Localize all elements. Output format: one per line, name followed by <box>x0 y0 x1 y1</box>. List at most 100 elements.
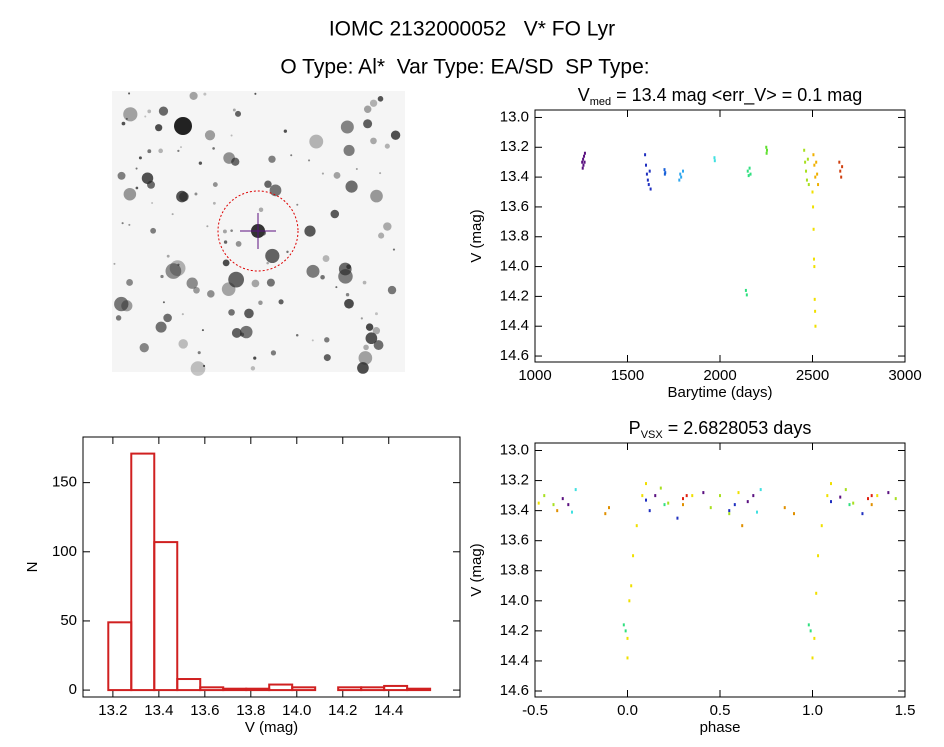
star <box>197 351 201 355</box>
data-point <box>645 498 647 502</box>
y-tick-label: 13.0 <box>500 108 529 125</box>
data-point <box>752 494 755 498</box>
star <box>231 328 242 338</box>
star <box>295 334 299 337</box>
star <box>296 203 299 206</box>
figure-subtitle: O Type: Al* Var Type: EA/SD SP Type: <box>280 56 649 79</box>
x-axis-label: Barytime (days) <box>667 384 772 401</box>
star <box>384 143 390 149</box>
star <box>166 254 170 258</box>
star <box>355 167 358 170</box>
data-point <box>838 160 841 164</box>
star <box>278 299 284 305</box>
x-tick-label: 1.0 <box>802 702 823 719</box>
star <box>212 182 218 187</box>
star <box>390 130 401 140</box>
x-tick-label: 1500 <box>611 367 644 384</box>
star <box>323 354 331 362</box>
data-point <box>867 497 869 501</box>
x-tick-label: 2000 <box>703 367 736 384</box>
data-point <box>604 512 607 516</box>
histogram-bar <box>291 686 317 692</box>
data-point <box>582 163 585 167</box>
star <box>363 344 369 351</box>
star <box>114 296 129 312</box>
y-tick-label: 14.2 <box>500 287 529 304</box>
x-tick-label: 14.0 <box>282 702 311 719</box>
data-point <box>887 491 890 495</box>
data-point <box>682 497 684 501</box>
data-point <box>664 171 667 175</box>
y-tick-label: 50 <box>60 612 77 629</box>
star <box>264 180 272 188</box>
star <box>212 147 215 150</box>
data-point <box>647 183 650 187</box>
data-point <box>691 494 694 498</box>
data-point <box>844 488 847 492</box>
histogram-bar <box>222 687 248 692</box>
star <box>250 366 256 371</box>
star <box>190 361 206 376</box>
star <box>228 309 235 316</box>
data-point <box>679 172 682 176</box>
data-point <box>663 503 666 507</box>
star <box>178 339 188 349</box>
data-point <box>745 293 748 297</box>
data-point <box>870 503 873 507</box>
star <box>212 201 216 205</box>
data-point <box>649 187 652 191</box>
data-point <box>826 494 829 498</box>
star <box>360 317 363 320</box>
data-point <box>803 148 806 152</box>
data-point <box>813 265 816 269</box>
star <box>123 107 138 122</box>
data-point <box>644 153 647 157</box>
star <box>377 96 384 102</box>
data-point <box>749 172 752 176</box>
star <box>123 187 137 201</box>
star <box>330 209 340 219</box>
plot-frame <box>534 109 906 363</box>
histogram-bar <box>107 621 133 692</box>
star <box>369 99 378 107</box>
star <box>121 121 126 126</box>
data-point <box>870 494 873 498</box>
data-point <box>737 491 740 495</box>
data-point <box>728 509 731 513</box>
data-point <box>537 501 540 505</box>
y-axis-label: V (mag) <box>468 543 485 596</box>
data-point <box>765 148 768 152</box>
star <box>322 255 330 262</box>
data-point <box>783 506 786 510</box>
x-tick-label: 3000 <box>888 367 921 384</box>
star <box>266 278 275 287</box>
star <box>231 157 240 166</box>
data-point <box>561 497 564 501</box>
star <box>335 286 338 289</box>
data-point <box>765 145 768 149</box>
data-point <box>816 172 819 176</box>
data-point <box>676 516 679 520</box>
star <box>128 223 131 226</box>
star <box>115 315 122 321</box>
y-tick-label: 13.8 <box>500 562 529 579</box>
star <box>344 298 354 309</box>
data-point <box>628 599 631 603</box>
data-point <box>567 503 570 507</box>
x-tick-label: 14.4 <box>374 702 403 719</box>
data-point <box>645 172 648 176</box>
star-image <box>112 91 405 376</box>
star <box>270 350 277 356</box>
histogram-bar <box>153 541 179 692</box>
data-point <box>759 488 762 492</box>
data-point <box>648 169 651 173</box>
y-tick-label: 14.6 <box>500 682 529 699</box>
data-point <box>659 486 662 490</box>
y-tick-label: 14.2 <box>500 622 529 639</box>
data-point <box>556 509 559 513</box>
star <box>258 207 264 212</box>
y-tick-label: 0 <box>69 681 77 698</box>
star <box>345 180 358 193</box>
histogram-bar <box>245 687 271 692</box>
